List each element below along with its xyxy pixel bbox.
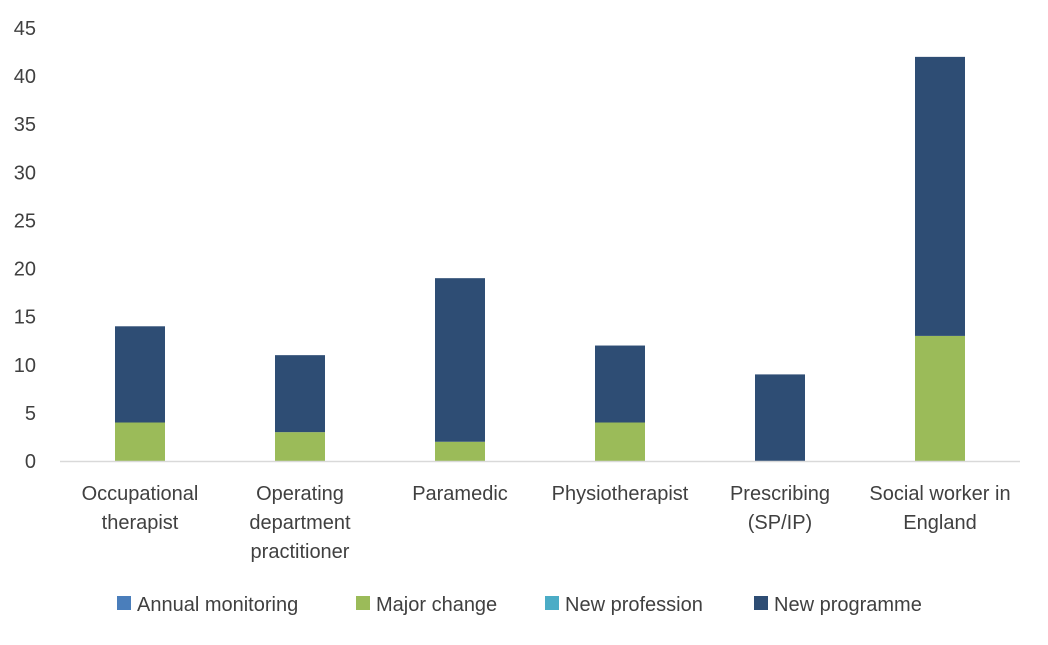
legend-label-1: Major change [376,594,497,616]
y-tick-label-10: 10 [14,355,36,377]
legend-swatch-3 [754,596,768,610]
bar-1-series-3 [275,355,325,433]
x-axis-category-labels: Occupational therapist Operating department… [82,483,1011,563]
y-tick-label-5: 5 [25,403,36,425]
bar-3-series-3 [595,345,645,423]
x-category-label-5: Social worker in England [869,483,1010,534]
bar-2-series-3 [435,278,485,442]
x-category-label-4: Prescribing (SP/IP) [730,483,830,534]
legend-swatch-1 [356,596,370,610]
legend-swatch-0 [117,596,131,610]
bar-1-series-1 [275,432,325,461]
bar-0-series-3 [115,326,165,423]
bar-4-series-3 [755,374,805,461]
x-category-label-0: Occupational therapist [82,483,199,534]
x-category-label-2: Paramedic [412,483,508,505]
legend-label-3: New programme [774,594,922,616]
legend-label-0: Annual monitoring [137,594,298,616]
y-tick-label-45: 45 [14,18,36,40]
x-category-label-1: Operating department practitioner [249,483,351,563]
bar-5-series-1 [915,335,965,461]
bar-0-series-1 [115,422,165,461]
legend-label-2: New profession [565,594,703,616]
y-axis-ticks: 0 5 10 15 20 25 30 35 40 45 [14,18,36,473]
y-tick-label-30: 30 [14,162,36,184]
x-category-label-3: Physiotherapist [552,483,689,505]
y-tick-label-40: 40 [14,66,36,88]
bar-2-series-1 [435,441,485,461]
legend-swatch-2 [545,596,559,610]
bar-5-series-3 [915,56,965,336]
y-tick-label-15: 15 [14,307,36,329]
legend: Annual monitoring Major change New profess… [117,594,922,616]
y-tick-label-20: 20 [14,259,36,281]
bar-3-series-1 [595,422,645,461]
y-tick-label-25: 25 [14,210,36,232]
y-tick-label-35: 35 [14,114,36,136]
y-tick-label-0: 0 [25,451,36,473]
bars [115,56,965,461]
